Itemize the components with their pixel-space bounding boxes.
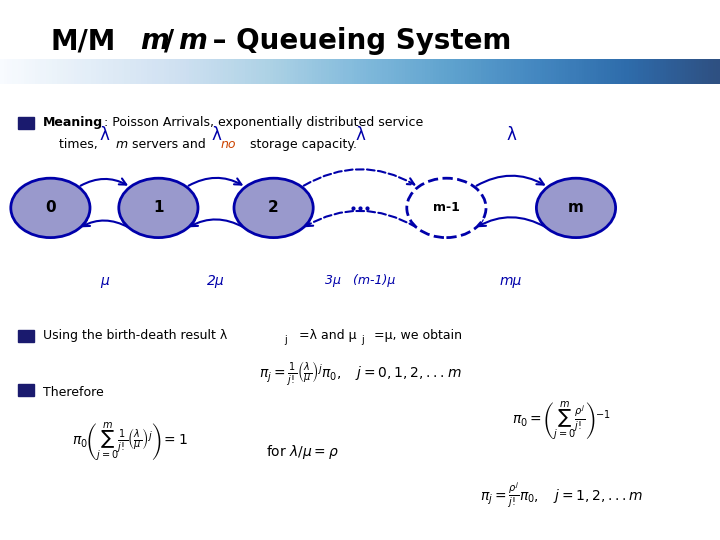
Text: m: m bbox=[179, 27, 207, 55]
Text: Using the birth-death result λ: Using the birth-death result λ bbox=[43, 329, 228, 342]
FancyArrowPatch shape bbox=[191, 219, 243, 227]
FancyArrowPatch shape bbox=[477, 176, 544, 186]
Text: : Poisson Arrivals, exponentially distributed service: : Poisson Arrivals, exponentially distri… bbox=[104, 116, 423, 129]
Text: M/M: M/M bbox=[50, 27, 116, 55]
Text: j: j bbox=[284, 335, 287, 345]
Text: 3μ   (m-1)μ: 3μ (m-1)μ bbox=[325, 274, 395, 287]
Text: λ: λ bbox=[355, 126, 365, 144]
FancyBboxPatch shape bbox=[18, 330, 34, 342]
Text: m-1: m-1 bbox=[433, 201, 460, 214]
Text: $\pi_j = \frac{1}{j!}\left(\frac{\lambda}{\mu}\right)^j \pi_0, \quad j = 0, 1, 2: $\pi_j = \frac{1}{j!}\left(\frac{\lambda… bbox=[258, 359, 462, 387]
Text: 2μ: 2μ bbox=[207, 274, 225, 288]
Text: – Queueing System: – Queueing System bbox=[203, 27, 511, 55]
Text: 1: 1 bbox=[153, 200, 163, 215]
Text: j: j bbox=[361, 335, 364, 345]
Text: m: m bbox=[568, 200, 584, 215]
Text: servers and: servers and bbox=[128, 138, 210, 151]
Text: /: / bbox=[164, 27, 174, 55]
Text: =λ and μ: =λ and μ bbox=[299, 329, 356, 342]
Text: Meaning: Meaning bbox=[43, 116, 104, 129]
FancyArrowPatch shape bbox=[189, 178, 241, 186]
Text: Therefore: Therefore bbox=[43, 386, 104, 399]
Text: no: no bbox=[221, 138, 237, 151]
Text: m: m bbox=[115, 138, 127, 151]
Text: $\pi_0 = \left(\sum_{j=0}^{m} \frac{\rho^j}{j!}\right)^{-1}$: $\pi_0 = \left(\sum_{j=0}^{m} \frac{\rho… bbox=[513, 400, 611, 443]
Circle shape bbox=[234, 178, 313, 238]
Text: mμ: mμ bbox=[500, 274, 523, 288]
FancyArrowPatch shape bbox=[306, 211, 416, 227]
FancyArrowPatch shape bbox=[479, 217, 546, 227]
FancyArrowPatch shape bbox=[304, 169, 414, 186]
Circle shape bbox=[407, 178, 486, 238]
FancyBboxPatch shape bbox=[18, 117, 34, 129]
FancyBboxPatch shape bbox=[18, 384, 34, 396]
Text: 0: 0 bbox=[45, 200, 55, 215]
Text: $\pi_j = \frac{\rho^j}{j!} \pi_0, \quad j = 1, 2, ...m$: $\pi_j = \frac{\rho^j}{j!} \pi_0, \quad … bbox=[480, 481, 643, 510]
Text: λ: λ bbox=[99, 126, 109, 144]
Text: storage capacity.: storage capacity. bbox=[246, 138, 357, 151]
Circle shape bbox=[119, 178, 198, 238]
FancyArrowPatch shape bbox=[81, 179, 126, 186]
Text: m: m bbox=[140, 27, 169, 55]
Text: λ: λ bbox=[211, 126, 221, 144]
Circle shape bbox=[11, 178, 90, 238]
Text: times,: times, bbox=[43, 138, 102, 151]
Text: for $\lambda/\mu = \rho$: for $\lambda/\mu = \rho$ bbox=[266, 443, 339, 461]
Text: 2: 2 bbox=[269, 200, 279, 215]
Text: $\pi_0 \left(\sum_{j=0}^{m} \frac{1}{j!}\left(\frac{\lambda}{\mu}\right)^j\right: $\pi_0 \left(\sum_{j=0}^{m} \frac{1}{j!}… bbox=[71, 421, 188, 464]
Text: =μ, we obtain: =μ, we obtain bbox=[374, 329, 462, 342]
Circle shape bbox=[536, 178, 616, 238]
Text: μ: μ bbox=[100, 274, 109, 288]
FancyArrowPatch shape bbox=[83, 220, 128, 227]
Text: λ: λ bbox=[506, 126, 516, 144]
